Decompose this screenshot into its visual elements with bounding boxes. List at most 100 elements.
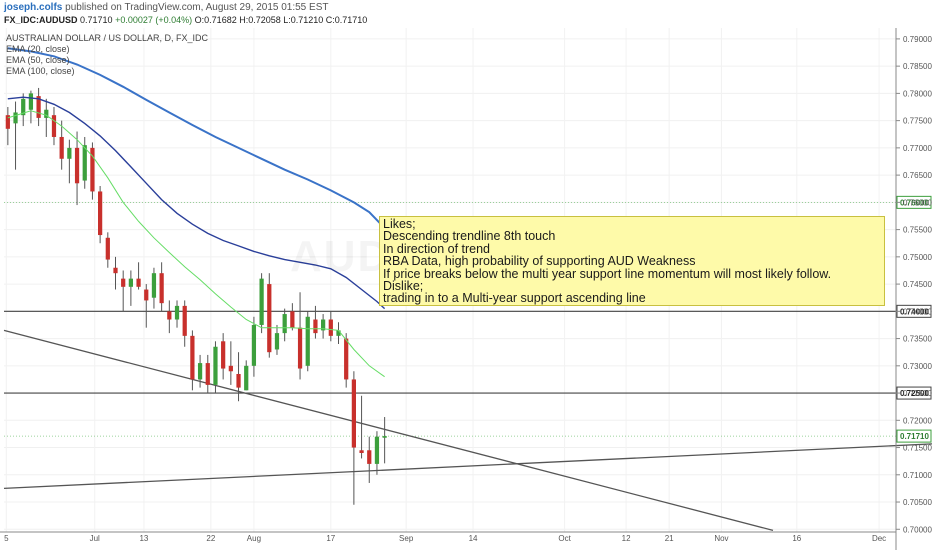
candle-body <box>144 289 149 301</box>
trendlines <box>3 329 932 531</box>
candle-body <box>98 191 103 236</box>
y-tick-label: 0.70000 <box>903 525 932 534</box>
candle-body <box>113 267 118 274</box>
candle-body <box>21 98 26 116</box>
candle-body <box>136 278 141 287</box>
candle-body <box>36 96 41 118</box>
ema-line-2 <box>7 47 386 229</box>
note-line: In direction of trend <box>383 241 491 256</box>
candle-body <box>67 147 72 159</box>
y-tick-label: 0.70500 <box>903 498 932 507</box>
price-level-label: 0.76000 <box>900 198 929 207</box>
symbol-name: FX_IDC:AUDUSD <box>4 15 78 25</box>
chart-header: joseph.colfs published on TradingView.co… <box>0 0 932 30</box>
candle-body <box>236 373 241 388</box>
candle-body <box>105 237 110 260</box>
candle-body <box>5 115 10 129</box>
x-tick-label: 5 <box>4 534 9 543</box>
candle-body <box>351 379 356 448</box>
y-tick-label: 0.73000 <box>903 362 932 371</box>
note-line: Likes; <box>383 217 416 231</box>
horizontal-levels: 0.76000 0.74000 0.72500 0.71710 <box>4 195 932 443</box>
price-level-label: 0.72500 <box>900 389 929 398</box>
legend-ema100[interactable]: EMA (100, close) <box>6 66 75 76</box>
ohlc-values: O:0.71682 H:0.72058 L:0.71210 C:0.71710 <box>194 15 368 25</box>
y-tick-label: 0.78500 <box>903 62 932 71</box>
x-tick-label: 16 <box>792 534 801 543</box>
y-tick-label: 0.79000 <box>903 35 932 44</box>
price-level-label: 0.71710 <box>900 432 929 441</box>
y-tick-label: 0.75000 <box>903 253 932 262</box>
candle-body <box>359 450 364 453</box>
x-tick-label: Sep <box>399 534 414 543</box>
candle-body <box>182 305 187 336</box>
candle-body <box>159 273 164 304</box>
x-tick-label: 22 <box>206 534 215 543</box>
publish-text: published on TradingView.com, August 29,… <box>65 2 329 13</box>
y-tick-label: 0.78000 <box>903 89 932 98</box>
y-tick-label: 0.76000 <box>903 198 932 207</box>
x-tick-label: Aug <box>247 534 261 543</box>
x-tick-label: 14 <box>469 534 478 543</box>
candle-body <box>374 436 380 464</box>
candle-body <box>336 330 341 336</box>
candle-body <box>13 112 18 124</box>
candle-body <box>197 363 203 380</box>
x-tick-label: Nov <box>714 534 728 543</box>
candle-body <box>382 436 387 438</box>
x-tick-label: Dec <box>872 534 886 543</box>
candle-body <box>82 145 87 181</box>
candle-body <box>90 147 95 192</box>
candle-body <box>259 278 264 325</box>
legend-ema20[interactable]: EMA (20, close) <box>6 44 70 54</box>
y-tick-label: 0.77000 <box>903 144 932 153</box>
y-tick-label: 0.72000 <box>903 416 932 425</box>
author-link[interactable]: joseph.colfs <box>4 2 63 13</box>
ema-line-1 <box>7 96 386 310</box>
analysis-note[interactable]: Likes; Descending trendline 8th touch In… <box>379 216 885 306</box>
candle-body <box>321 319 326 331</box>
candle-body <box>290 311 295 328</box>
candles <box>5 87 387 505</box>
price-change: +0.00027 (+0.04%) <box>115 15 193 25</box>
x-tick-label: 12 <box>622 534 631 543</box>
candle-body <box>51 115 57 137</box>
ema-lines <box>7 47 386 378</box>
note-line: trading in to a Multi-year support ascen… <box>383 291 646 306</box>
candle-body <box>297 327 303 369</box>
legend-title: AUSTRALIAN DOLLAR / US DOLLAR, D, FX_IDC <box>6 33 209 43</box>
x-tick-label: Jul <box>90 534 100 543</box>
candle-body <box>44 109 49 118</box>
candle-body <box>228 365 233 372</box>
candle-body <box>190 335 195 380</box>
y-tick-label: 0.72500 <box>903 389 932 398</box>
x-tick-label: 17 <box>326 534 335 543</box>
y-tick-label: 0.74000 <box>903 307 932 316</box>
candle-body <box>221 341 226 369</box>
note-line: RBA Data, high probability of supporting… <box>383 254 696 269</box>
candle-body <box>205 363 210 385</box>
candle-body <box>367 450 372 464</box>
chart-legend: AUSTRALIAN DOLLAR / US DOLLAR, D, FX_IDC… <box>6 33 208 77</box>
trendline-ascending <box>3 443 932 490</box>
candle-body <box>74 147 80 184</box>
candlestick-chart[interactable]: 0.76000 0.74000 0.72500 0.71710 0.79000 0.78… <box>0 28 932 550</box>
y-tick-label: 0.71000 <box>903 471 932 480</box>
y-tick-label: 0.75500 <box>903 226 932 235</box>
x-tick-label: 21 <box>665 534 674 543</box>
candle-body <box>28 93 34 110</box>
y-tick-label: 0.77500 <box>903 117 932 126</box>
legend-ema50[interactable]: EMA (50, close) <box>6 55 70 65</box>
candle-body <box>267 284 272 353</box>
time-axis: 5 Jul 13 22 Aug 17 Sep 14 Oct 12 21 Nov 16 Dec <box>0 531 896 543</box>
candle-body <box>59 136 64 159</box>
trendline-descending <box>3 329 774 531</box>
candle-body <box>282 314 287 334</box>
y-tick-label: 0.74500 <box>903 280 932 289</box>
price-level-tag <box>896 429 932 443</box>
candle-body <box>128 278 133 287</box>
price-level-label: 0.74000 <box>900 307 929 316</box>
candle-body <box>328 319 333 336</box>
price-axis: 0.79000 0.78500 0.78000 0.77500 0.77000 0.765… <box>895 28 932 550</box>
symbol-info: FX_IDC:AUDUSD 0.71710 +0.00027 (+0.04%) … <box>4 15 367 25</box>
